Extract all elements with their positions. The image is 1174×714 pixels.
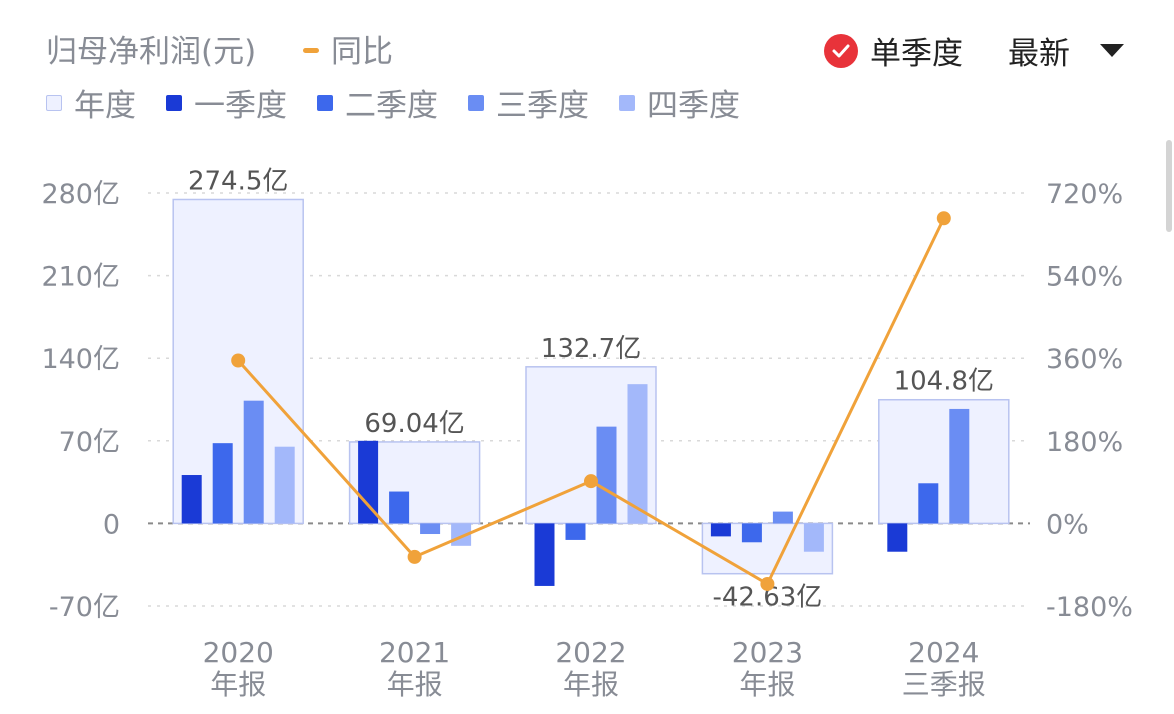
- legend-item-q2[interactable]: 二季度: [317, 80, 438, 125]
- single-season-toggle[interactable]: 单季度: [824, 28, 963, 73]
- left-axis-tick-label: 280亿: [41, 179, 120, 210]
- yoy-point: [936, 211, 951, 226]
- q2-swatch: [317, 94, 333, 111]
- q2-bar: [918, 483, 939, 524]
- legend-annual-label: 年度: [74, 88, 136, 124]
- legend-item-q4[interactable]: 四季度: [619, 80, 740, 125]
- x-axis-period-label: 年报: [739, 668, 795, 701]
- right-axis-tick-label: 360%: [1046, 344, 1123, 375]
- check-icon: [824, 33, 858, 68]
- legend-item-q3[interactable]: 三季度: [468, 80, 589, 125]
- right-axis-tick-label: 0%: [1046, 509, 1089, 540]
- q4-bar: [274, 446, 295, 524]
- yoy-legend-label: 同比: [331, 34, 393, 70]
- left-axis-tick-label: 140亿: [41, 344, 120, 375]
- right-axis-tick-label: 180%: [1046, 427, 1123, 458]
- yoy-legend: 同比: [303, 26, 393, 71]
- q4-bar: [627, 384, 648, 524]
- legend-q3-label: 三季度: [496, 88, 589, 124]
- x-axis-year-label: 2024: [908, 636, 979, 669]
- left-axis-tick-label: 210亿: [41, 262, 120, 293]
- q2-bar: [389, 491, 410, 524]
- legend-q4-label: 四季度: [647, 88, 740, 124]
- q3-bar: [596, 426, 617, 524]
- yoy-line-swatch: [303, 48, 319, 53]
- q3-bar: [243, 400, 264, 524]
- q3-bar: [949, 408, 970, 524]
- annual-swatch: [46, 94, 62, 111]
- x-axis-year-label: 2023: [732, 636, 803, 669]
- triangle-down-icon: [1100, 44, 1124, 57]
- q2-bar: [741, 523, 762, 543]
- right-axis-tick-label: 720%: [1046, 179, 1123, 210]
- legend-q2-label: 二季度: [345, 88, 438, 124]
- yoy-point: [231, 353, 246, 368]
- x-axis-year-label: 2020: [203, 636, 274, 669]
- x-axis-period-label: 年报: [563, 668, 619, 701]
- x-axis-period-label: 年报: [210, 668, 266, 701]
- annual-data-label: 132.7亿: [541, 334, 641, 364]
- q1-bar: [181, 475, 202, 524]
- legend-q1-label: 一季度: [194, 88, 287, 124]
- q1-bar: [358, 440, 379, 524]
- legend-item-annual[interactable]: 年度: [46, 80, 136, 125]
- latest-dropdown[interactable]: 最新: [1008, 28, 1124, 73]
- right-axis-tick-label: -180%: [1046, 592, 1133, 623]
- x-axis-period-label: 年报: [387, 668, 443, 701]
- left-axis-tick-label: -70亿: [49, 592, 120, 623]
- left-axis-tick-label: 0: [103, 509, 120, 540]
- q2-bar: [565, 523, 586, 540]
- yoy-point: [407, 549, 422, 564]
- q2-bar: [212, 443, 233, 524]
- q3-swatch: [468, 94, 484, 111]
- scrollbar[interactable]: [1166, 140, 1172, 232]
- q1-bar: [710, 523, 731, 537]
- q1-bar: [887, 523, 908, 552]
- right-axis-tick-label: 540%: [1046, 262, 1123, 293]
- x-axis-period-label: 三季报: [902, 668, 986, 701]
- q4-swatch: [619, 94, 635, 111]
- q3-bar: [772, 511, 793, 524]
- yoy-point: [760, 576, 775, 591]
- annual-bar: [878, 398, 1010, 525]
- legend-item-q1[interactable]: 一季度: [166, 80, 287, 125]
- annual-data-label: 104.8亿: [894, 367, 994, 397]
- annual-data-label: 274.5亿: [188, 166, 288, 196]
- single-season-label: 单季度: [870, 36, 963, 72]
- q1-bar: [534, 523, 555, 586]
- chart-title: 归母净利润(元): [46, 34, 257, 70]
- yoy-point: [584, 474, 598, 489]
- q1-swatch: [166, 94, 182, 111]
- x-axis-year-label: 2021: [379, 636, 450, 669]
- x-axis-year-label: 2022: [555, 636, 626, 669]
- left-axis-tick-label: 70亿: [59, 427, 120, 458]
- annual-data-label: 69.04亿: [364, 409, 464, 439]
- q4-bar: [803, 523, 824, 552]
- q3-bar: [420, 523, 441, 535]
- latest-label: 最新: [1008, 36, 1070, 72]
- legend: 年度 一季度 二季度 三季度 四季度: [46, 80, 770, 125]
